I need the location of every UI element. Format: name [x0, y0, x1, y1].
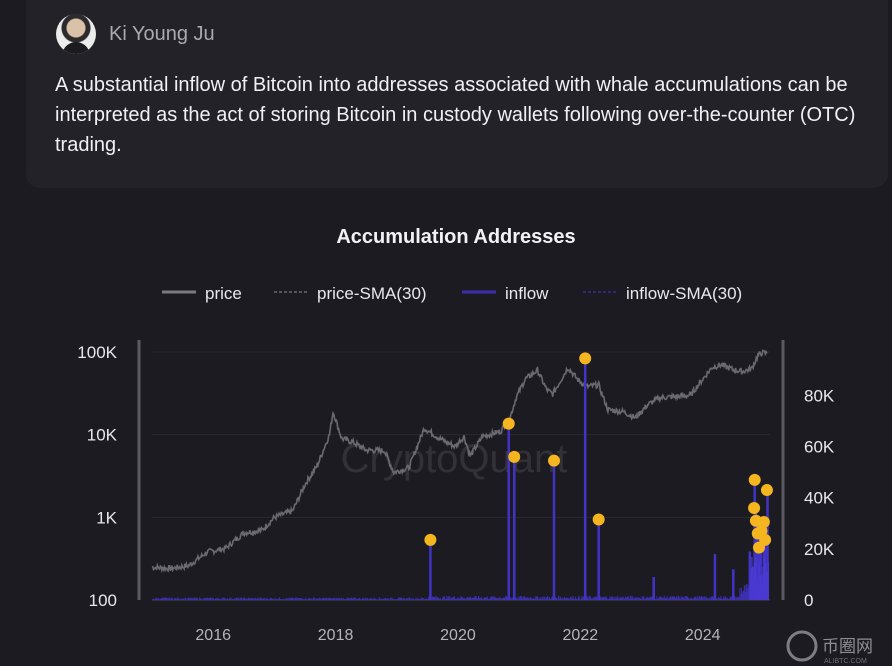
- y-right-tick-label: 60K: [804, 438, 835, 457]
- y-right-tick-label: 20K: [804, 540, 835, 559]
- chart-title: Accumulation Addresses: [336, 226, 575, 248]
- post-card: [26, 0, 888, 188]
- watermark-logo-icon: [786, 630, 818, 662]
- watermark-text: 币圈网: [822, 637, 873, 657]
- y-left-tick-label: 100: [89, 591, 117, 610]
- avatar[interactable]: [56, 14, 96, 54]
- x-axis-ticks: 2016 2018 2020 2022 2024: [195, 627, 720, 644]
- y-left-tick-label: 100K: [77, 343, 117, 362]
- y-right-tick-label: 0: [804, 591, 813, 610]
- x-tick-label: 2016: [195, 627, 231, 644]
- y-right-ticks: 0 20K 40K 60K 80K: [804, 386, 835, 610]
- price-series-line: [151, 349, 768, 574]
- inflow-marker: [424, 533, 437, 546]
- legend-label: price: [205, 284, 242, 303]
- x-tick-label: 2020: [440, 627, 476, 644]
- y-left-tick-label: 1K: [96, 508, 117, 527]
- inflow-marker: [579, 352, 592, 365]
- y-right-tick-label: 80K: [804, 386, 835, 405]
- y-left-tick-label: 10K: [87, 426, 118, 445]
- chart-plot-area: [151, 349, 773, 600]
- y-left-ticks: 100 1K 10K 100K: [77, 343, 117, 610]
- site-watermark: 币圈网 ALIBTC.COM: [786, 630, 873, 665]
- x-tick-label: 2022: [563, 627, 599, 644]
- inflow-marker: [757, 516, 770, 529]
- post-text: A substantial inflow of Bitcoin into add…: [55, 74, 856, 156]
- x-tick-label: 2024: [685, 627, 721, 644]
- y-right-tick-label: 40K: [804, 489, 835, 508]
- inflow-baseline: [152, 583, 769, 600]
- inflow-marker: [748, 473, 761, 486]
- legend-label: price-SMA(30): [317, 284, 427, 303]
- inflow-marker: [508, 450, 521, 463]
- inflow-marker: [548, 454, 561, 467]
- legend-label: inflow: [505, 284, 549, 303]
- chart-legend: price price-SMA(30) inflow inflow-SMA(30): [162, 284, 742, 303]
- chart-grid: [152, 351, 770, 518]
- author-name[interactable]: Ki Young Ju: [109, 22, 215, 45]
- author-row[interactable]: Ki Young Ju: [56, 12, 215, 56]
- x-tick-label: 2018: [318, 627, 354, 644]
- inflow-marker: [592, 513, 605, 526]
- inflow-marker: [760, 484, 773, 497]
- inflow-marker: [759, 533, 772, 546]
- watermark-sub: ALIBTC.COM: [824, 658, 867, 665]
- chart-watermark: CryptoQuant: [341, 437, 568, 481]
- legend-label: inflow-SMA(30): [626, 284, 742, 303]
- inflow-marker: [748, 501, 761, 514]
- inflow-marker: [502, 417, 515, 430]
